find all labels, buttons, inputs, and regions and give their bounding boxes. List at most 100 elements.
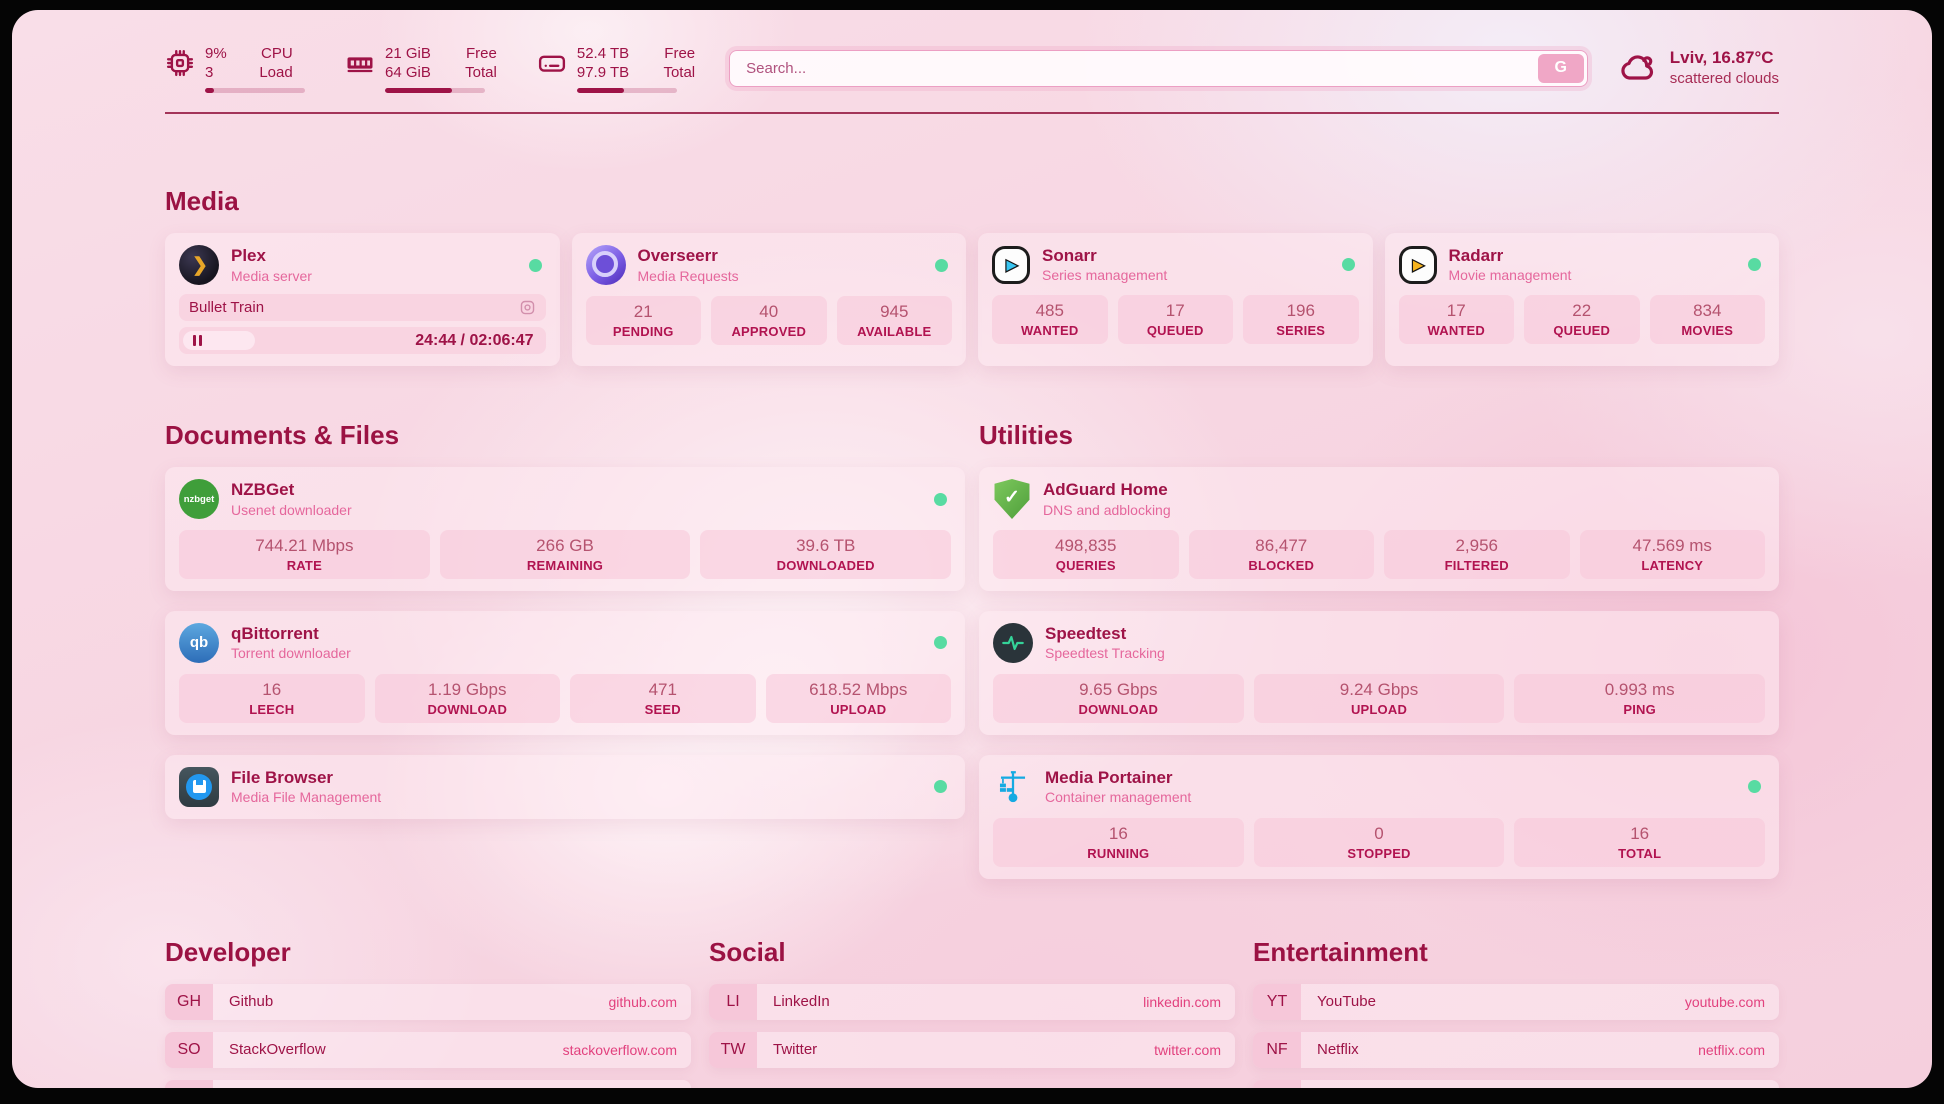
sonarr-card[interactable]: ▶ Sonarr Series management 485 WANTED	[978, 233, 1373, 366]
bookmark-url: stackoverflow.com	[562, 1041, 677, 1058]
weather-location: Lviv, 16.87°C	[1669, 48, 1774, 68]
section-title-utilities: Utilities	[979, 420, 1073, 450]
section-title-media: Media	[165, 186, 239, 216]
disk-total-label: Total	[663, 64, 696, 81]
app-description: Speedtest Tracking	[1045, 645, 1165, 662]
now-playing-title: Bullet Train	[189, 299, 265, 316]
bookmark-stackoverflow[interactable]: SO StackOverflow stackoverflow.com	[165, 1031, 691, 1068]
memory-widget: 21 GiB 64 GiB Free Total	[345, 44, 497, 93]
stat-rate: 744.21 Mbps RATE	[179, 530, 430, 579]
bookmark-abbr: GH	[165, 983, 213, 1020]
stat-leech: 16 LEECH	[179, 673, 365, 723]
dashboard-screen: 9% 3 CPU Load	[12, 10, 1932, 1088]
bookmark-name: YouTube	[1317, 993, 1376, 1011]
bookmark-abbr: SO	[165, 1031, 213, 1068]
bookmark-github[interactable]: GH Github github.com	[165, 983, 691, 1020]
bookmark-name: Twitter	[773, 1041, 818, 1059]
stat-remaining: 266 GB REMAINING	[439, 530, 691, 579]
online-status-dot	[528, 258, 542, 272]
qbittorrent-icon: qb	[179, 622, 219, 663]
cpu-progress-bar	[205, 87, 305, 93]
radarr-card[interactable]: ▶ Radarr Movie management 17 WANTED	[1384, 233, 1779, 366]
memory-total-label: Total	[465, 64, 497, 81]
stat-approved: 40 APPROVED	[711, 296, 827, 345]
adguard-shield-icon: ✓	[994, 479, 1030, 519]
header-divider	[165, 112, 1779, 114]
overseerr-card[interactable]: Overseerr Media Requests 21 PENDING 40 A…	[571, 233, 966, 366]
plex-icon: ❯	[179, 245, 219, 285]
bookmark-twitter[interactable]: TW Twitter twitter.com	[709, 1031, 1235, 1068]
section-entertainment: Entertainment YT YouTube youtube.com NF …	[1253, 937, 1779, 1088]
bookmark-abbr: YT	[1253, 983, 1301, 1020]
resource-widgets: 9% 3 CPU Load	[165, 44, 695, 93]
portainer-crane-icon	[993, 767, 1033, 807]
cloud-icon	[1621, 55, 1653, 80]
pause-icon	[193, 335, 196, 346]
bookmark-reddit[interactable]: RE Reddit reddit.com	[1253, 1079, 1779, 1088]
stat-queries: 498,835 QUERIES	[993, 530, 1179, 579]
stat-pending: 21 PENDING	[585, 296, 701, 345]
stat-running: 16 RUNNING	[993, 817, 1244, 867]
bookmark-url: netflix.com	[1698, 1041, 1765, 1058]
section-title-documents: Documents & Files	[165, 420, 400, 450]
adguard-card[interactable]: ✓ AdGuard Home DNS and adblocking 498,83…	[979, 467, 1779, 591]
nzbget-icon: nzbget	[179, 479, 219, 519]
stat-download: 9.65 Gbps DOWNLOAD	[993, 673, 1244, 723]
cpu-chip-icon	[166, 49, 194, 77]
stat-upload: 9.24 Gbps UPLOAD	[1253, 673, 1505, 723]
bookmark-netflix[interactable]: NF Netflix netflix.com	[1253, 1031, 1779, 1068]
filebrowser-card[interactable]: File Browser Media File Management	[165, 754, 965, 819]
bookmark-abbr: TW	[709, 1031, 757, 1068]
bookmark-url: github.com	[608, 993, 677, 1010]
search-input[interactable]	[729, 49, 1588, 87]
speedtest-card[interactable]: Speedtest Speedtest Tracking 9.65 Gbps D…	[979, 610, 1779, 735]
search-engine-button[interactable]: G	[1537, 53, 1584, 83]
section-documents: Documents & Files nzbget NZBGet Usenet d…	[165, 420, 965, 879]
bookmark-abbr: DT	[165, 1079, 213, 1088]
stat-filtered: 2,956 FILTERED	[1384, 530, 1570, 579]
bookmark-dev[interactable]: DT DEV dev.to	[165, 1079, 691, 1088]
stat-downloaded: 39.6 TB DOWNLOADED	[700, 530, 952, 579]
cpu-percent: 9%	[205, 44, 227, 62]
cpu-widget: 9% 3 CPU Load	[165, 44, 305, 93]
memory-free: 21 GiB	[385, 44, 431, 62]
app-name: Speedtest	[1045, 624, 1127, 644]
online-status-dot	[935, 258, 948, 272]
app-name: Radarr	[1448, 246, 1504, 265]
memory-total: 64 GiB	[385, 64, 431, 81]
stat-wanted: 17 WANTED	[1398, 295, 1514, 345]
section-media: Media ❯ Plex Media server Bullet Train	[165, 186, 1779, 366]
bookmark-url: linkedin.com	[1143, 993, 1221, 1010]
online-status-dot	[934, 780, 947, 794]
stat-download: 1.19 Gbps DOWNLOAD	[374, 673, 560, 723]
app-description: DNS and adblocking	[1043, 501, 1171, 518]
stat-series: 196 SERIES	[1243, 295, 1359, 345]
now-playing-row: Bullet Train	[179, 294, 546, 321]
stat-wanted: 485 WANTED	[992, 295, 1108, 345]
section-social: Social LI LinkedIn linkedin.com TW Twitt…	[709, 937, 1235, 1088]
bookmark-name: StackOverflow	[229, 1041, 326, 1059]
section-title-social: Social	[709, 936, 786, 967]
app-name: NZBGet	[231, 480, 295, 500]
portainer-card[interactable]: Media Portainer Container management 16 …	[979, 754, 1779, 879]
plex-card[interactable]: ❯ Plex Media server Bullet Train	[165, 233, 560, 366]
nzbget-card[interactable]: nzbget NZBGet Usenet downloader 744.21 M…	[165, 467, 965, 591]
online-status-dot	[934, 492, 947, 506]
app-description: Media Requests	[637, 267, 739, 284]
online-status-dot	[1748, 780, 1761, 794]
radarr-icon: ▶	[1398, 245, 1437, 284]
app-description: Media server	[231, 267, 312, 284]
hard-drive-icon	[538, 55, 565, 72]
cpu-load-avg: 3	[205, 64, 214, 81]
qbittorrent-card[interactable]: qb qBittorrent Torrent downloader 16 LEE…	[165, 610, 965, 735]
disk-free: 52.4 TB	[576, 44, 630, 62]
bookmark-linkedin[interactable]: LI LinkedIn linkedin.com	[709, 983, 1235, 1020]
app-description: Series management	[1042, 267, 1168, 284]
disk-free-label: Free	[664, 44, 696, 62]
disk-total: 97.9 TB	[576, 64, 630, 81]
weather-widget: Lviv, 16.87°C scattered clouds	[1618, 47, 1779, 89]
stat-queued: 22 QUEUED	[1524, 295, 1640, 345]
speedtest-pulse-icon	[993, 622, 1033, 663]
bookmark-youtube[interactable]: YT YouTube youtube.com	[1253, 983, 1779, 1020]
search-bar: G	[729, 49, 1588, 87]
